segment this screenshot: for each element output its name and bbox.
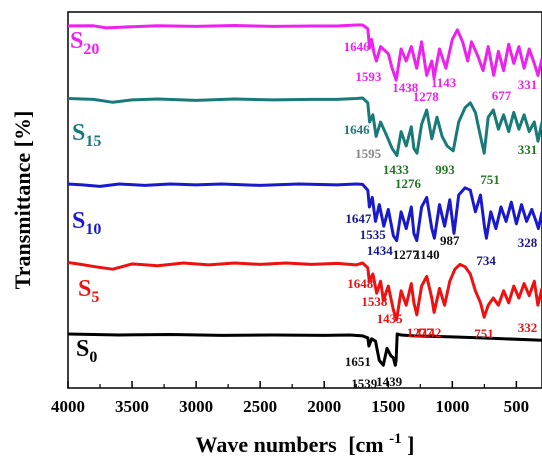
x-tick-label: 500 <box>504 397 530 416</box>
peak-label-s20-1278: 1278 <box>413 89 440 104</box>
peak-label-s10-734: 734 <box>476 253 496 268</box>
series-label-s0: S0 <box>76 336 97 366</box>
series-label-s10: S10 <box>72 208 101 238</box>
peak-label-s10-1434: 1434 <box>367 243 394 258</box>
peak-label-s5-1648: 1648 <box>347 276 374 291</box>
series-label-main: S <box>70 28 83 54</box>
peak-label-s20-1438: 1438 <box>392 80 419 95</box>
series-label-s15: S15 <box>72 120 101 150</box>
peak-label-s20-331: 331 <box>518 77 538 92</box>
series-line-s15 <box>67 96 542 158</box>
peak-label-s10-987: 987 <box>440 233 460 248</box>
plot-frame <box>67 11 542 389</box>
peak-label-s15-331: 331 <box>518 142 538 157</box>
peak-label-s10-1535: 1535 <box>360 227 387 242</box>
peak-label-s10-1647: 1647 <box>345 211 372 226</box>
series-label-subscript: 5 <box>91 289 99 306</box>
peak-label-s15-1433: 1433 <box>383 162 410 177</box>
peak-label-s0-1439: 1439 <box>376 374 403 389</box>
peak-label-s15-993: 993 <box>435 162 455 177</box>
peak-label-s15-1276: 1276 <box>395 176 422 191</box>
peak-label-s15-751: 751 <box>480 172 500 187</box>
peak-label-s0-1651: 1651 <box>345 354 371 369</box>
x-tick-label: 2000 <box>307 397 341 416</box>
x-axis: 4000 3500 3000 2500 2000 1500 1000 500 <box>51 381 529 416</box>
peak-label-s20-1143: 1143 <box>431 75 457 90</box>
series-label-subscript: 20 <box>83 41 99 58</box>
peak-label-s20-1646: 1646 <box>344 39 371 54</box>
series-label-main: S <box>76 336 89 362</box>
plot-area: 1646159314381278114367733116461595143312… <box>67 11 542 391</box>
series-label-main: S <box>72 120 85 146</box>
x-tick-label: 1000 <box>435 397 469 416</box>
peak-label-s5-1435: 1435 <box>377 311 404 326</box>
series-line-s5 <box>67 261 542 322</box>
x-axis-title: Wave numbers [cm -1 ] <box>196 423 415 457</box>
x-tick-label: 2500 <box>243 397 277 416</box>
series-label-main: S <box>78 276 91 302</box>
peak-label-s10-1277: 1277 <box>393 247 420 262</box>
x-tick-label: 3500 <box>115 397 149 416</box>
peak-label-s10-328: 328 <box>518 235 538 250</box>
peak-label-s5-1277: 1277 <box>407 325 434 340</box>
series-label-subscript: 10 <box>85 221 101 238</box>
x-tick-label: 3000 <box>179 397 213 416</box>
peak-label-s20-677: 677 <box>492 88 512 103</box>
series-layer <box>67 23 542 367</box>
x-tick-label: 1500 <box>371 397 405 416</box>
peak-label-s5-1142: 1142 <box>416 325 441 340</box>
x-axis-unit-close: ] <box>407 432 414 457</box>
series-line-s10 <box>67 182 542 243</box>
peak-label-s15-1595: 1595 <box>355 146 382 161</box>
x-axis-label: Wave numbers <box>196 432 338 457</box>
annotation-layer: 1646159314381278114367733116461595143312… <box>344 39 538 391</box>
peak-label-s5-751: 751 <box>474 326 494 341</box>
series-line-s0 <box>67 332 542 367</box>
series-line-s20 <box>67 23 542 82</box>
x-tick-label: 4000 <box>51 397 85 416</box>
peak-label-s5-332: 332 <box>518 320 538 335</box>
series-label-main: S <box>72 208 85 234</box>
series-label-s5: S5 <box>78 276 99 306</box>
peak-label-s15-1646: 1646 <box>344 122 371 137</box>
peak-label-s0-1539: 1539 <box>351 376 378 391</box>
series-label-s20: S20 <box>70 28 99 58</box>
peak-label-s5-1538: 1538 <box>361 294 388 309</box>
x-axis-unit-exponent: -1 <box>389 431 402 447</box>
peak-label-s20-1593: 1593 <box>355 69 382 84</box>
peak-label-s10-1140: 1140 <box>414 247 439 262</box>
y-axis-title: Transmittance [%] <box>10 111 35 290</box>
x-axis-unit: [cm <box>348 432 383 457</box>
series-label-subscript: 15 <box>85 133 101 150</box>
series-label-subscript: 0 <box>89 349 97 366</box>
